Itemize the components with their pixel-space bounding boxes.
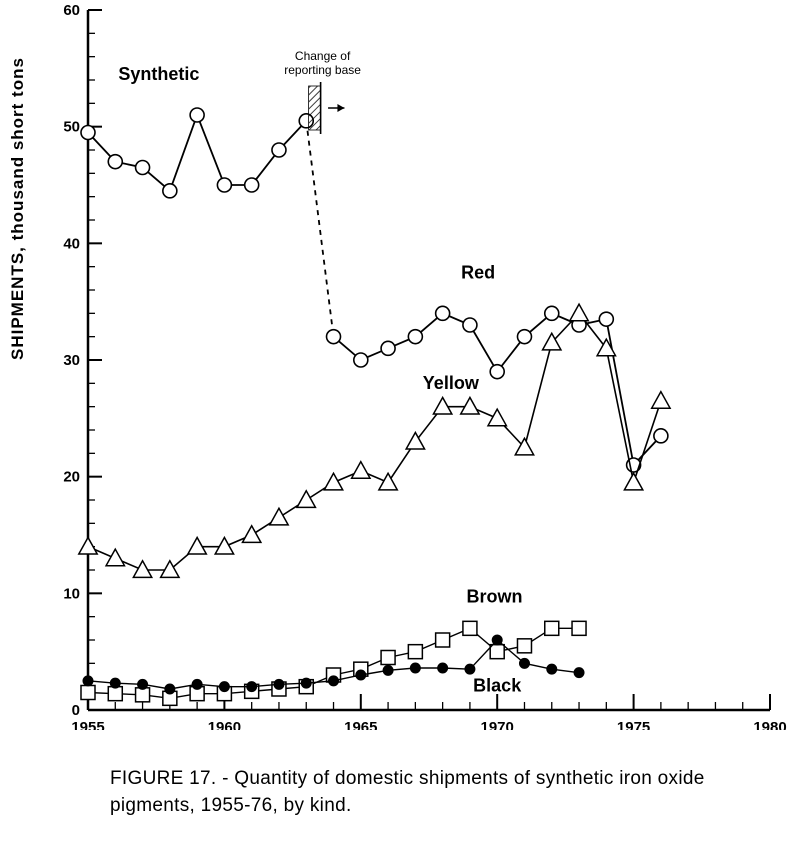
svg-text:Red: Red <box>461 262 495 282</box>
svg-text:40: 40 <box>63 235 80 252</box>
caption-lead: FIGURE 17. <box>110 768 216 789</box>
svg-text:30: 30 <box>63 352 80 369</box>
svg-text:reporting base: reporting base <box>284 63 361 77</box>
figure-caption: FIGURE 17. - Quantity of domestic shipme… <box>110 765 770 820</box>
svg-text:60: 60 <box>63 2 80 19</box>
svg-text:Brown: Brown <box>466 587 522 607</box>
figure-container: SHIPMENTS, thousand short tons 195519601… <box>0 0 800 850</box>
svg-text:Black: Black <box>473 675 522 695</box>
svg-text:1960: 1960 <box>208 719 241 730</box>
svg-text:1965: 1965 <box>344 719 377 730</box>
svg-text:1980: 1980 <box>753 719 786 730</box>
svg-text:0: 0 <box>72 702 80 719</box>
svg-text:1975: 1975 <box>617 719 650 730</box>
svg-text:Yellow: Yellow <box>423 373 480 393</box>
svg-text:10: 10 <box>63 585 80 602</box>
svg-text:Change of: Change of <box>295 49 351 63</box>
chart-canvas: 1955 1960 1965 1970 1975 1980 0 10 20 30 40 50 60 Syn… <box>0 0 800 730</box>
svg-text:50: 50 <box>63 119 80 136</box>
svg-text:Synthetic: Synthetic <box>118 64 199 84</box>
svg-text:1955: 1955 <box>71 719 104 730</box>
y-axis-title: SHIPMENTS, thousand short tons <box>8 57 28 360</box>
svg-text:1970: 1970 <box>481 719 514 730</box>
svg-text:20: 20 <box>63 469 80 486</box>
